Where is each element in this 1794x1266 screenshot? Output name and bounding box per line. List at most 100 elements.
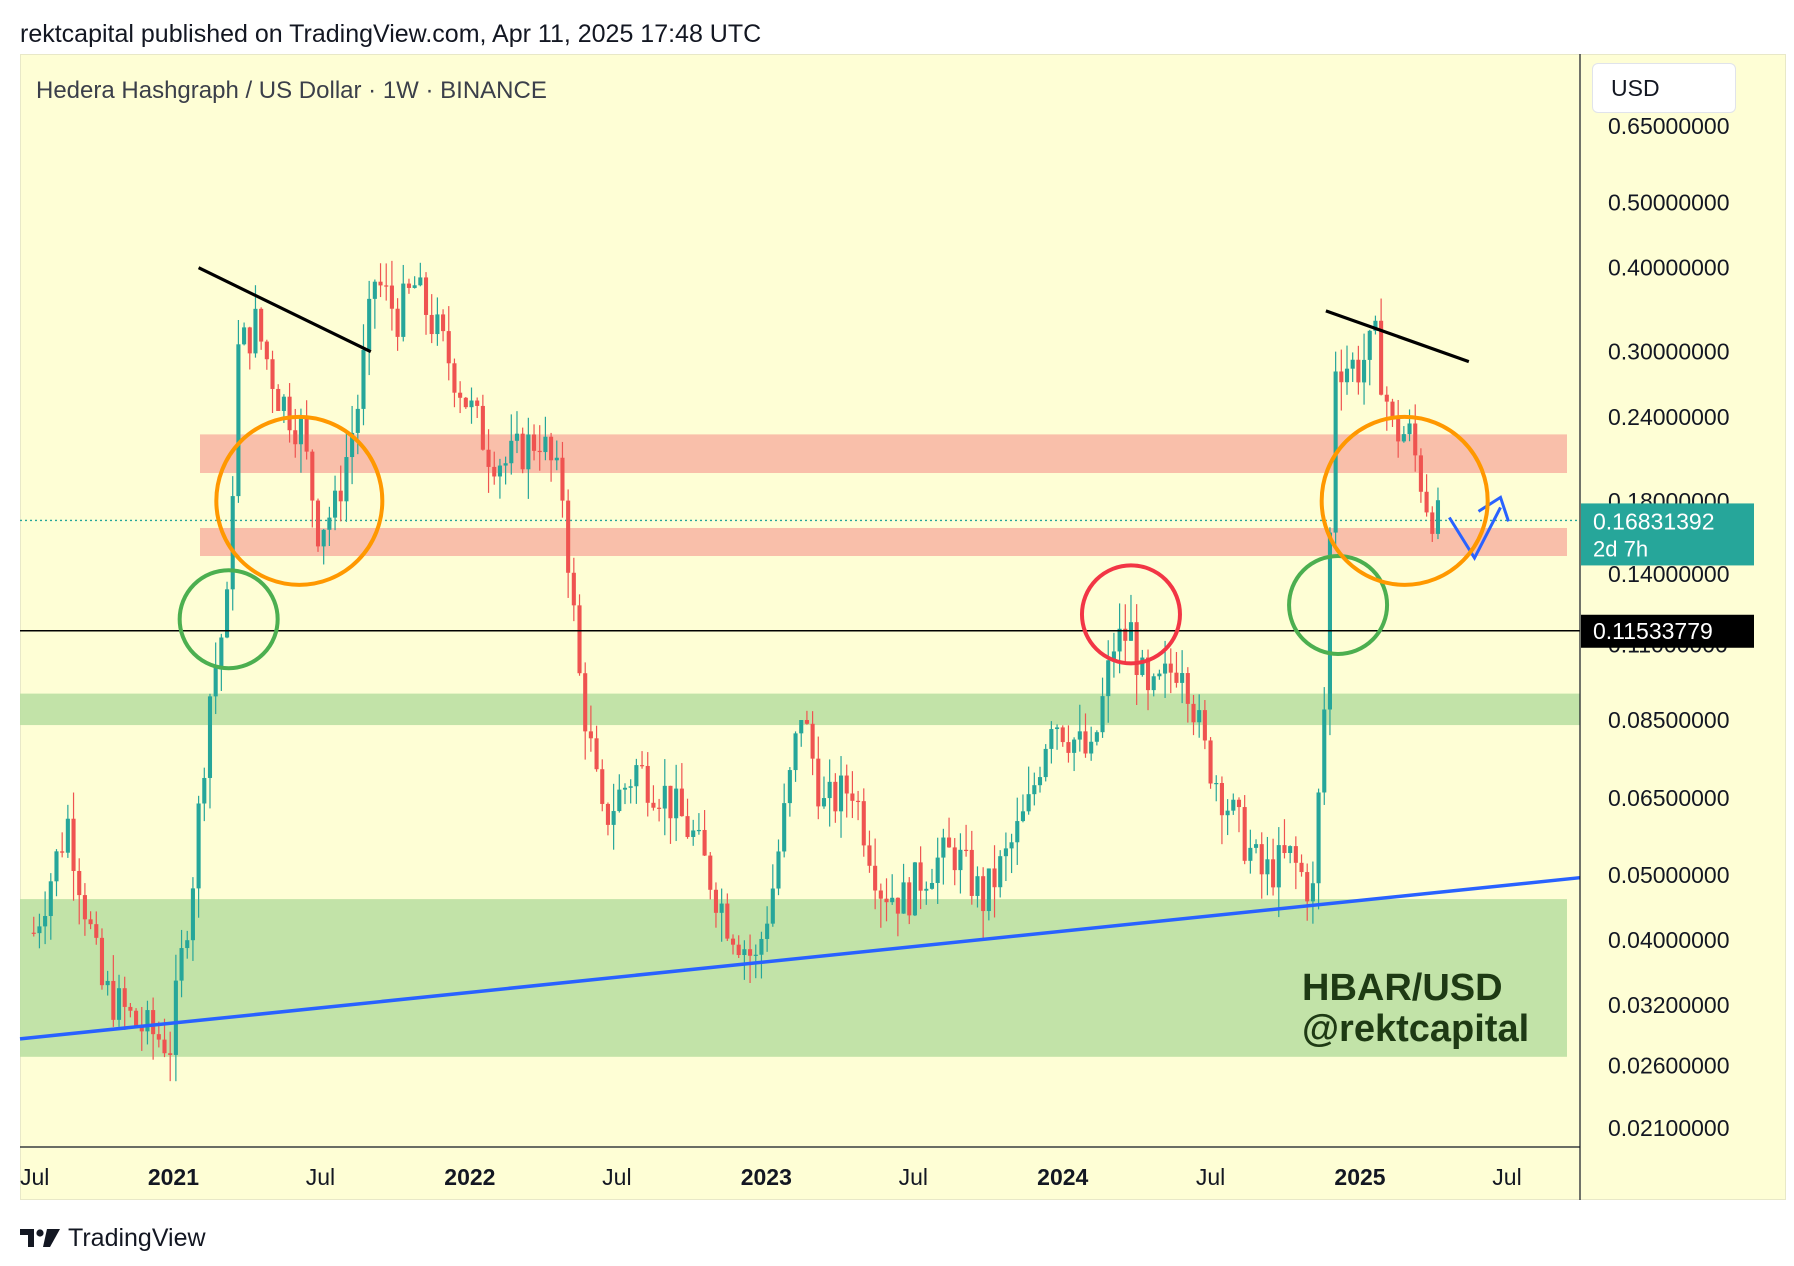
candle-body xyxy=(207,696,213,778)
candle-down xyxy=(730,934,736,955)
candle-down xyxy=(1174,652,1179,688)
candle-up xyxy=(526,417,531,499)
candle-body xyxy=(1020,811,1026,822)
candle-body xyxy=(1009,842,1014,849)
green-circle xyxy=(177,568,280,671)
candle-up xyxy=(145,1000,150,1045)
candle-body xyxy=(338,490,343,502)
candle-down xyxy=(429,294,434,344)
candle-body xyxy=(730,938,736,945)
candle-up xyxy=(1055,724,1060,750)
candle-body xyxy=(554,457,559,461)
candle-up xyxy=(361,324,366,426)
candle-body xyxy=(1106,660,1111,697)
candle-up xyxy=(321,528,326,565)
candle-down xyxy=(588,705,593,752)
candle-body xyxy=(1288,846,1293,854)
candle-down xyxy=(1282,819,1287,859)
candle-body xyxy=(651,802,656,808)
candle-body xyxy=(298,418,303,445)
candle-down xyxy=(122,976,127,1030)
candle-body xyxy=(1032,785,1037,795)
candle-body xyxy=(753,954,758,956)
candle-down xyxy=(856,790,861,821)
candle-down xyxy=(810,711,815,776)
candle-up xyxy=(821,776,827,809)
candle-body xyxy=(1094,732,1099,742)
candle-body xyxy=(878,890,883,899)
candle-body xyxy=(1418,455,1423,492)
candle-up xyxy=(1407,409,1412,442)
candle-up xyxy=(412,276,417,289)
candle-up xyxy=(986,868,991,921)
candle-body xyxy=(1197,710,1202,723)
candle-up xyxy=(1310,861,1315,924)
candle-up xyxy=(782,783,787,858)
candle-body xyxy=(969,849,974,896)
candle-down xyxy=(71,792,76,901)
candle-down xyxy=(537,425,542,471)
candle-body xyxy=(526,434,531,470)
candle-body xyxy=(1384,394,1389,402)
candle-body xyxy=(77,870,82,896)
candle-up xyxy=(1015,797,1020,865)
candle-body xyxy=(696,829,701,832)
orange-circle xyxy=(1319,414,1490,587)
candle-down xyxy=(952,838,957,886)
candle-body xyxy=(452,363,457,393)
candle-body xyxy=(1191,703,1196,723)
candle-body xyxy=(867,845,872,866)
candle-body xyxy=(162,1039,167,1054)
symbol-title[interactable]: Hedera Hashgraph / US Dollar · 1W · BINA… xyxy=(36,77,547,104)
candle-body xyxy=(230,496,235,590)
candle-up xyxy=(787,767,792,817)
candle-up xyxy=(998,850,1003,898)
candle-body xyxy=(668,785,673,819)
candle-up xyxy=(617,774,622,813)
candle-up xyxy=(890,874,895,905)
candle-body xyxy=(406,283,412,288)
candle-down xyxy=(600,759,605,812)
candle-down xyxy=(867,830,872,873)
candle-up xyxy=(975,866,980,908)
candle-body xyxy=(890,897,895,903)
candle-body xyxy=(594,738,599,770)
candle-down xyxy=(338,465,343,522)
candle-body xyxy=(196,803,201,889)
candle-up xyxy=(54,849,59,897)
candle-up xyxy=(776,839,781,896)
footer-brand[interactable]: TradingView xyxy=(20,1222,206,1254)
candle-body xyxy=(708,855,713,890)
candle-down xyxy=(304,400,309,460)
candle-body xyxy=(310,451,315,501)
candle-up xyxy=(691,819,696,846)
candle-down xyxy=(88,911,93,930)
candle-up xyxy=(941,828,946,885)
candle-down xyxy=(947,817,952,848)
candle-up xyxy=(298,408,303,473)
candle-down xyxy=(94,911,99,945)
candle-body xyxy=(713,889,719,913)
candle-up xyxy=(224,581,230,639)
candle-body xyxy=(952,847,957,871)
candle-down xyxy=(1424,474,1429,517)
candle-down xyxy=(287,383,292,443)
candle-up xyxy=(1128,594,1134,641)
candle-body xyxy=(929,882,935,889)
candle-body xyxy=(725,903,730,939)
candle-body xyxy=(1163,663,1168,674)
currency-selector[interactable]: USD xyxy=(1592,63,1736,113)
candle-down xyxy=(168,1031,173,1082)
candle-body xyxy=(634,765,639,787)
candle-body xyxy=(384,285,389,287)
candle-up xyxy=(1003,832,1008,881)
candle-body xyxy=(577,605,582,674)
candle-up xyxy=(418,262,423,287)
candle-body xyxy=(156,1034,161,1040)
y-tick-label: 0.05000000 xyxy=(1608,862,1730,888)
candle-up xyxy=(696,813,701,835)
candle-body xyxy=(190,888,195,941)
candle-body xyxy=(441,314,446,332)
